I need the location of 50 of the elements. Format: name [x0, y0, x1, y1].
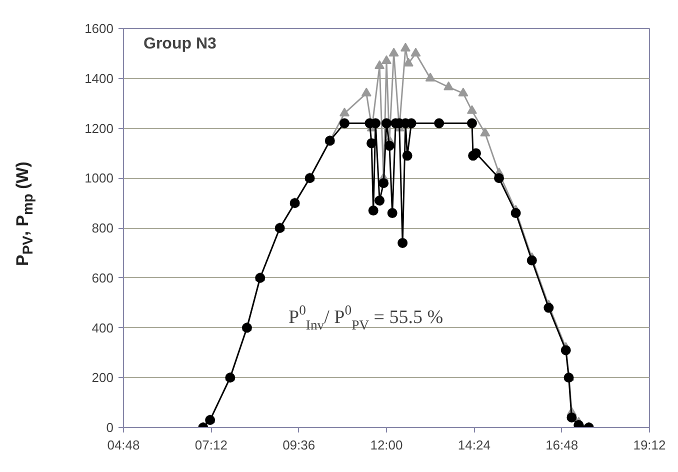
point: [339, 118, 350, 128]
x-tick-label: 07:12: [194, 438, 228, 452]
point: [458, 88, 468, 96]
point: [470, 148, 481, 158]
point: [366, 138, 377, 148]
point: [466, 105, 477, 114]
point: [566, 412, 577, 423]
point: [526, 255, 537, 266]
y-tick-label: 1000: [84, 170, 114, 186]
point: [544, 302, 554, 313]
chart-title: Group N3: [144, 36, 216, 52]
y-tick-label: 400: [92, 320, 114, 336]
x-tick-label: 19:12: [633, 438, 666, 452]
point: [403, 58, 414, 67]
y-tick-label: 1400: [84, 70, 114, 86]
point: [387, 208, 398, 218]
y-tick-label: 200: [92, 370, 114, 386]
point: [480, 128, 490, 136]
x-tick-label: 12:00: [370, 438, 403, 452]
point: [444, 81, 454, 90]
x-tick-label: 14:24: [458, 438, 490, 452]
point: [382, 118, 392, 128]
point: [378, 178, 389, 188]
point: [388, 48, 399, 57]
point: [368, 206, 378, 216]
point: [434, 118, 444, 128]
point: [560, 345, 571, 356]
point: [400, 42, 410, 52]
point: [374, 196, 385, 206]
point: [402, 150, 412, 161]
point: [361, 88, 372, 96]
point: [382, 55, 392, 64]
point: [398, 238, 408, 248]
x-tick-label: 09:36: [282, 438, 316, 452]
point: [574, 420, 584, 428]
x-tick-label: 04:48: [107, 438, 140, 452]
point: [494, 173, 504, 184]
y-tick-label: 800: [92, 220, 114, 236]
point: [425, 72, 436, 82]
y-tick-label: 0: [106, 420, 114, 435]
point: [374, 60, 385, 70]
y-tick-label: 1600: [84, 21, 114, 36]
point: [466, 118, 477, 128]
y-tick-label: 600: [92, 270, 114, 286]
point: [339, 108, 350, 116]
point: [510, 208, 521, 218]
y-tick-label: 1200: [84, 120, 114, 136]
point: [384, 140, 394, 151]
point: [410, 48, 421, 57]
x-tick-label: 16:48: [546, 438, 578, 452]
